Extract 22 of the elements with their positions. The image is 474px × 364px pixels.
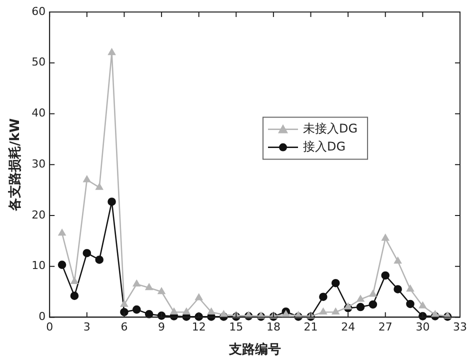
y-axis-title: 各支路损耗/kW xyxy=(7,118,24,212)
legend-label: 接入DG xyxy=(303,139,346,154)
x-tick-label: 3 xyxy=(83,320,90,334)
x-tick-label: 21 xyxy=(304,320,318,334)
y-tick-label: 10 xyxy=(32,259,46,272)
x-tick-label: 15 xyxy=(229,320,244,334)
x-tick-label: 27 xyxy=(378,320,392,334)
x-tick-label: 6 xyxy=(120,320,128,334)
x-tick-label: 18 xyxy=(266,320,280,334)
legend-label: 未接入DG xyxy=(303,121,358,136)
y-tick-label: 0 xyxy=(38,310,46,324)
x-tick-label: 30 xyxy=(416,320,430,334)
y-tick-label: 40 xyxy=(32,106,46,120)
x-tick-label: 33 xyxy=(453,320,467,334)
y-tick-label: 50 xyxy=(32,56,46,69)
x-tick-label: 12 xyxy=(192,320,206,334)
y-tick-label: 60 xyxy=(32,4,46,18)
x-axis-title: 支路编号 xyxy=(228,342,281,358)
x-tick-label: 9 xyxy=(158,320,166,334)
y-tick-label: 30 xyxy=(32,157,46,170)
x-tick-label: 24 xyxy=(341,320,356,334)
y-tick-label: 20 xyxy=(32,208,46,222)
